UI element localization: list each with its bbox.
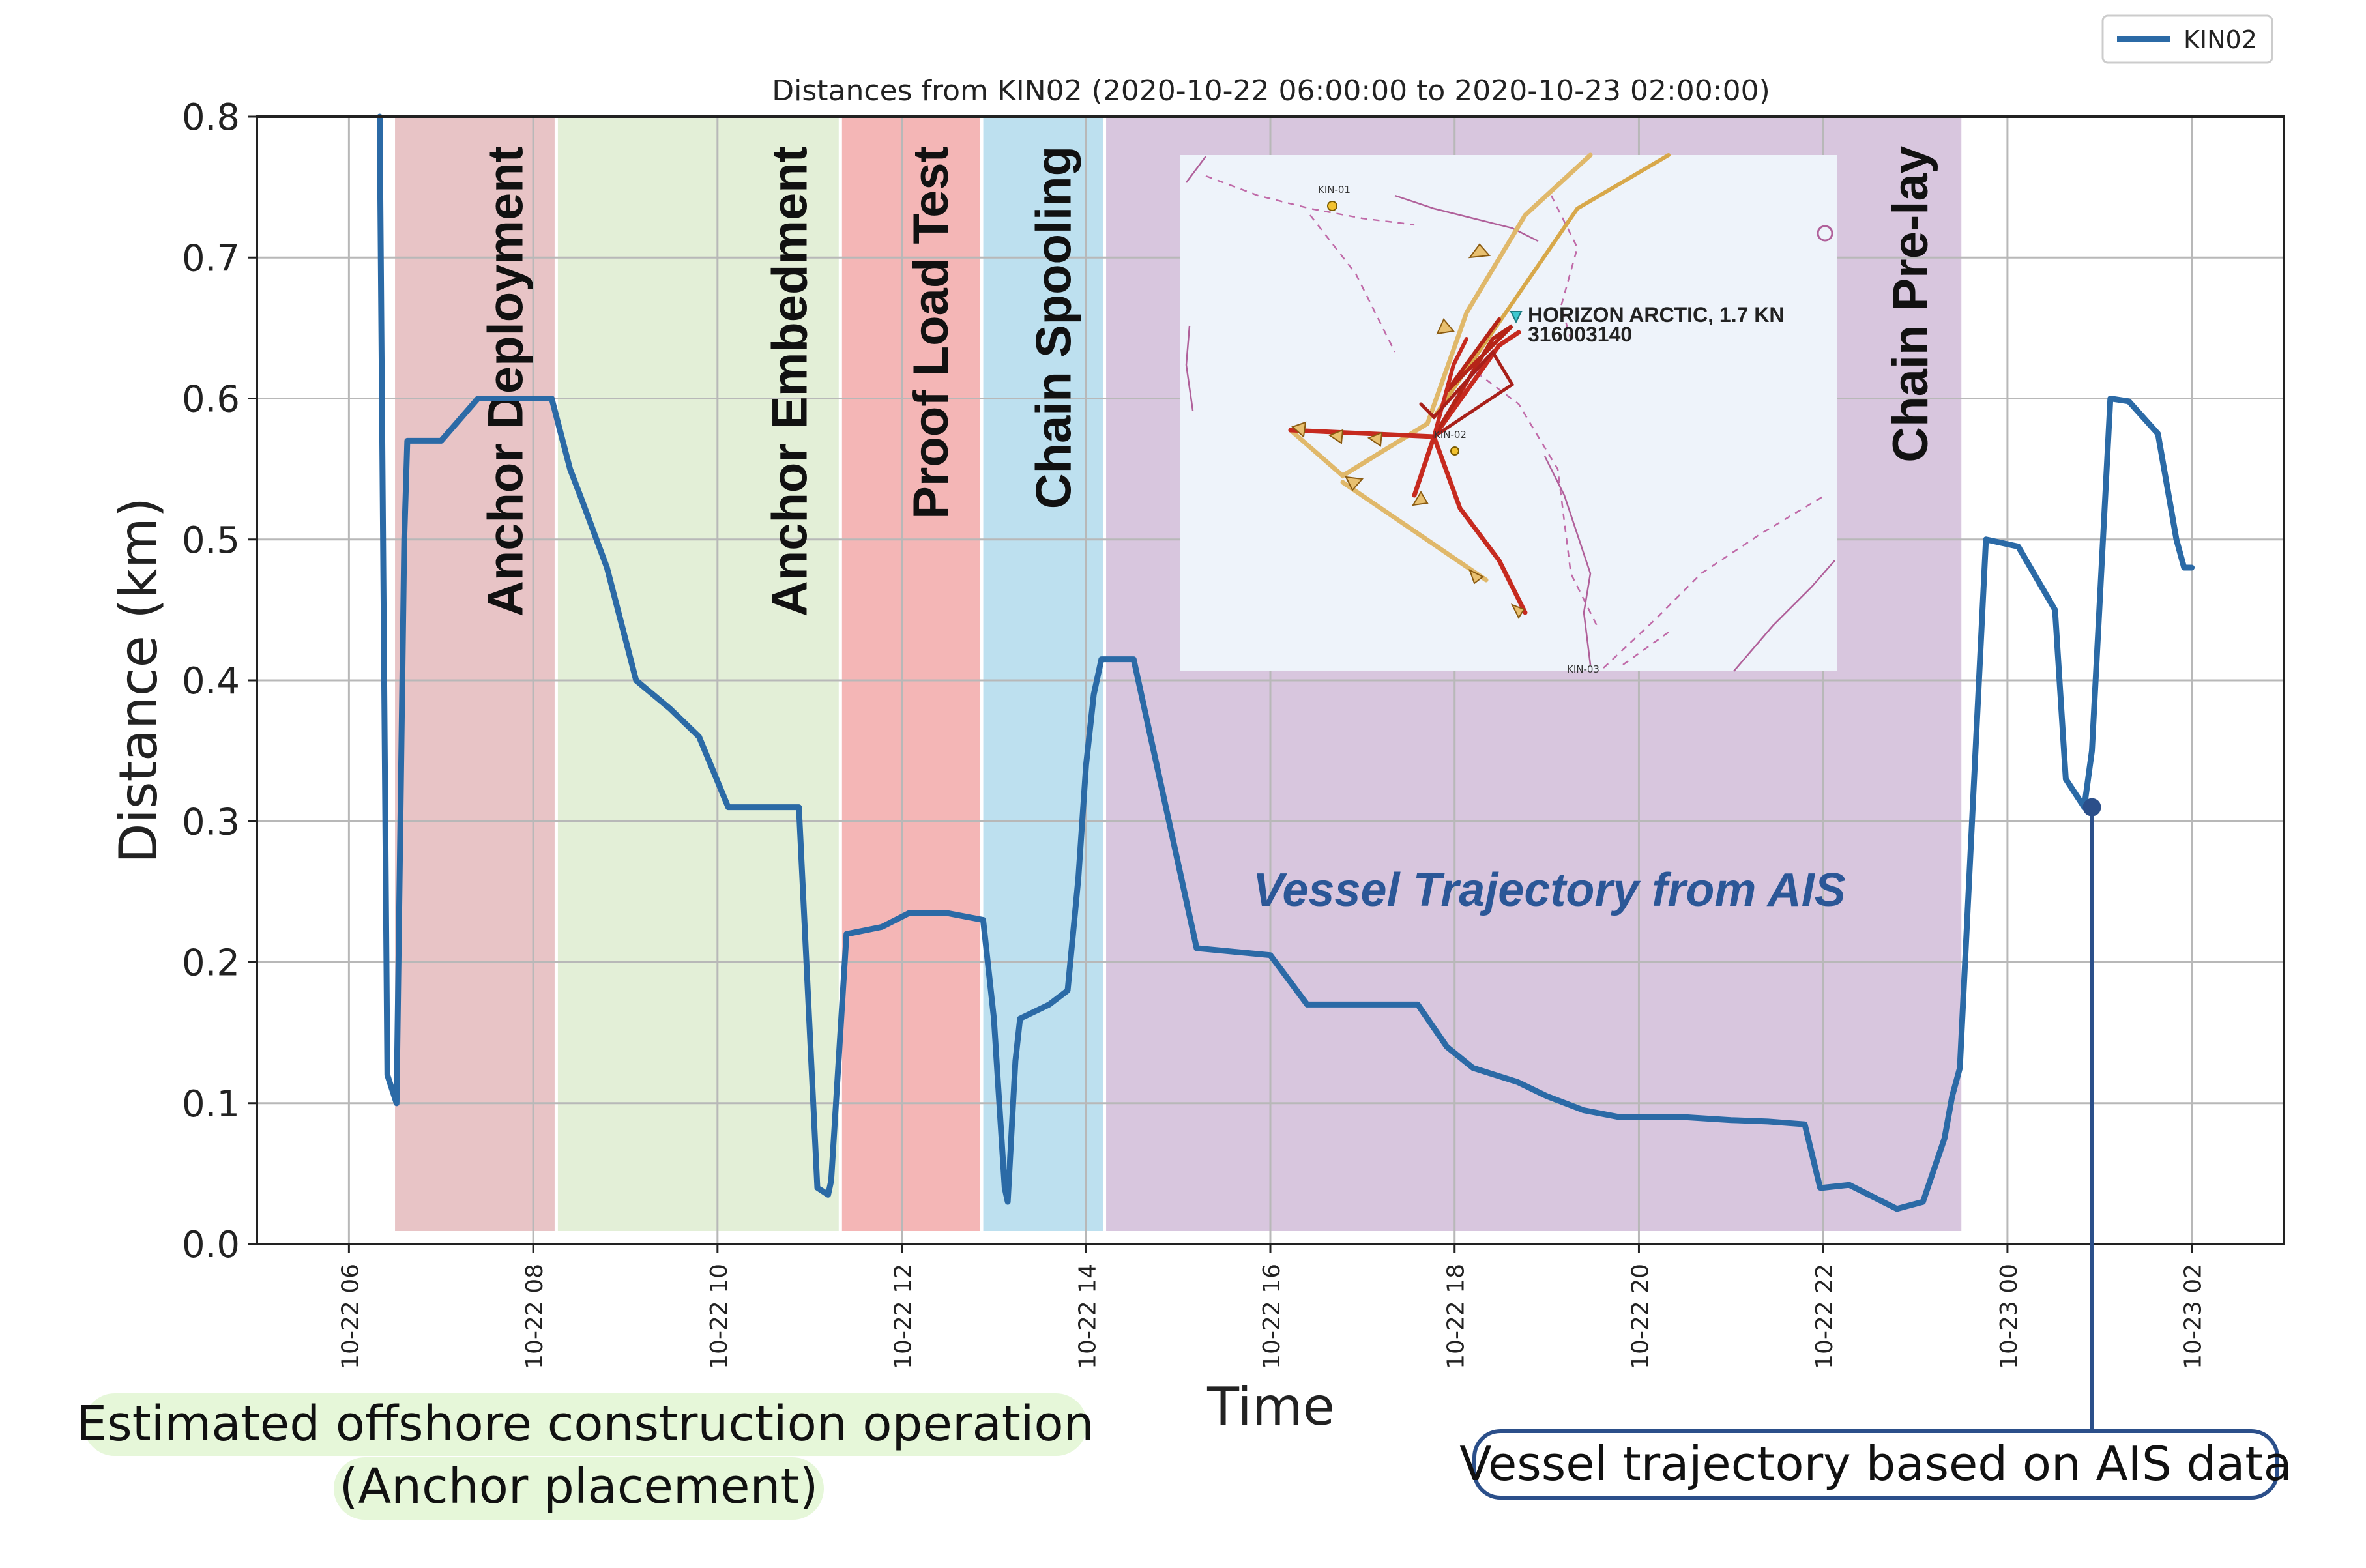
y-tick-label: 0.7 (182, 237, 240, 280)
y-axis-ticks: 0.0 0.1 0.2 0.3 0.4 0.5 0.6 0.7 0.8 (182, 96, 257, 1266)
legend: KIN02 (2101, 14, 2273, 64)
x-tick-label: 10-23 00 (1996, 1264, 2023, 1369)
left-callout: Estimated offshore construction operatio… (76, 1393, 1094, 1520)
kin02-label: KIN-02 (1434, 429, 1467, 441)
vessel-id-label: 316003140 (1528, 323, 1632, 346)
legend-label: KIN02 (2183, 25, 2257, 54)
track-arrows (1291, 243, 1525, 620)
right-callout-box (1472, 1429, 2279, 1500)
y-tick-label: 0.0 (182, 1224, 240, 1266)
inset-map: KIN-01 KIN-02 KIN-03 HORIZON ARCTIC, 1.7… (1180, 152, 1837, 675)
x-axis-ticks: 10-22 06 10-22 08 10-22 10 10-22 12 10-22 14… (337, 1244, 2207, 1369)
y-tick-label: 0.1 (182, 1083, 240, 1125)
x-tick-label: 10-22 12 (890, 1264, 917, 1369)
y-tick-label: 0.8 (182, 96, 240, 139)
callout-point (2082, 798, 2101, 817)
right-callout: Vessel trajectory based on AIS data (1459, 798, 2292, 1500)
y-tick-label: 0.6 (182, 379, 240, 421)
y-tick-label: 0.4 (182, 660, 240, 703)
x-tick-label: 10-22 18 (1443, 1264, 1470, 1369)
trajectory-tracks (1288, 152, 1671, 615)
overlay-text: Vessel Trajectory from AIS (1253, 864, 1846, 916)
y-tick-label: 0.2 (182, 942, 240, 985)
y-tick-label: 0.5 (182, 519, 240, 562)
x-tick-label: 10-22 20 (1627, 1264, 1654, 1369)
vessel-marker (1510, 311, 1523, 324)
phase-band (840, 118, 982, 1231)
x-tick-label: 10-23 02 (2180, 1264, 2207, 1369)
phase-labels: Anchor Deployment Anchor Embedment Proof L… (478, 146, 1938, 617)
series-line-kin02 (377, 113, 2195, 1212)
left-callout-line2: (Anchor placement) (340, 1459, 819, 1515)
phase-label: Proof Load Test (903, 146, 959, 519)
phase-label: Anchor Embedment (762, 146, 817, 617)
phase-band (982, 118, 1105, 1231)
x-tick-label: 10-22 16 (1259, 1264, 1285, 1369)
y-axis-label: Distance (km) (108, 497, 169, 864)
map-buoy-icon (1817, 225, 1833, 242)
y-tick-label: 0.3 (182, 801, 240, 843)
x-tick-label: 10-22 14 (1074, 1264, 1101, 1369)
phase-band (395, 118, 557, 1231)
phase-label: Chain Pre-lay (1883, 146, 1938, 463)
vessel-name-label: HORIZON ARCTIC, 1.7 KN (1528, 303, 1785, 327)
x-tick-label: 10-22 22 (1811, 1264, 1838, 1369)
right-callout-text: Vessel trajectory based on AIS data (1459, 1436, 2292, 1491)
x-tick-label: 10-22 10 (706, 1264, 733, 1369)
phase-label: Chain Spooling (1027, 146, 1082, 509)
kin01-label: KIN-01 (1318, 184, 1351, 196)
x-tick-label: 10-22 06 (337, 1264, 364, 1369)
kin01-marker (1327, 201, 1337, 211)
phase-label: Anchor Deployment (478, 146, 533, 617)
kin02-marker (1450, 446, 1459, 456)
kin03-label: KIN-03 (1567, 663, 1599, 675)
legend-box (2101, 14, 2273, 64)
left-callout-line1-bg (83, 1393, 1087, 1456)
chart-title: Distances from KIN02 (2020-10-22 06:00:0… (772, 74, 1770, 108)
x-axis-label: Time (1206, 1376, 1335, 1437)
phase-band (556, 118, 841, 1231)
inset-map-background (1180, 155, 1837, 671)
map-contours (1185, 156, 1835, 672)
left-callout-line2-bg (334, 1457, 824, 1520)
left-callout-line1: Estimated offshore construction operatio… (76, 1396, 1094, 1452)
x-tick-label: 10-22 08 (521, 1264, 548, 1369)
